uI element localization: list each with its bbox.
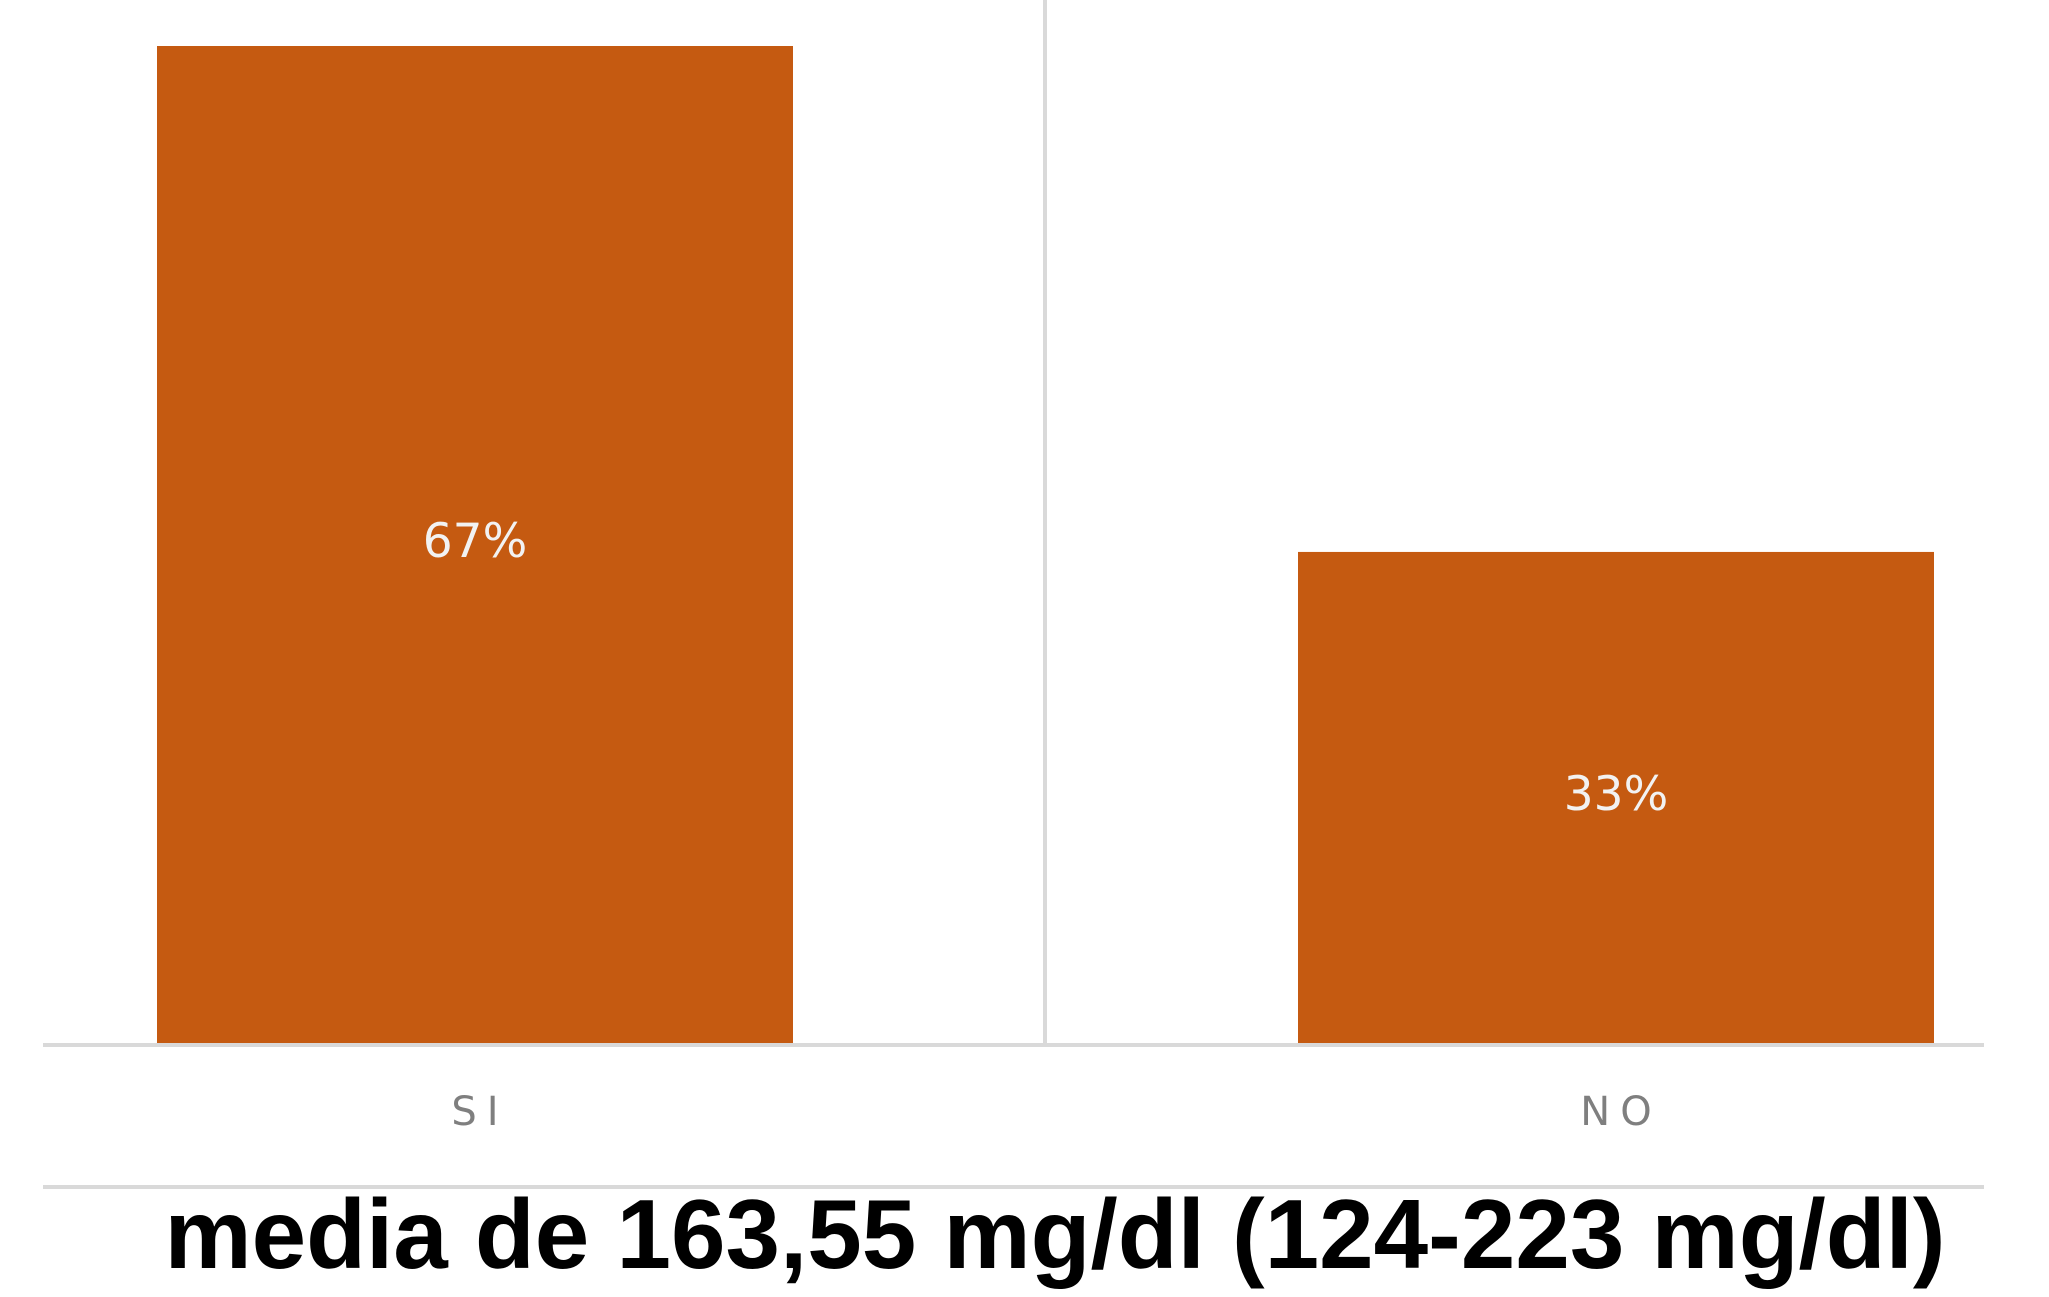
- note: media de 163,55 mg/dl (124-223 mg/dl): [164, 1179, 1945, 1289]
- bar: [1298, 551, 1934, 1043]
- bar: [157, 46, 793, 1043]
- value-label: 33%: [1564, 767, 1668, 822]
- value-label: 67%: [423, 514, 527, 569]
- x-tick-label: NO: [1580, 1089, 1661, 1135]
- x-tick-label: SI: [451, 1089, 508, 1135]
